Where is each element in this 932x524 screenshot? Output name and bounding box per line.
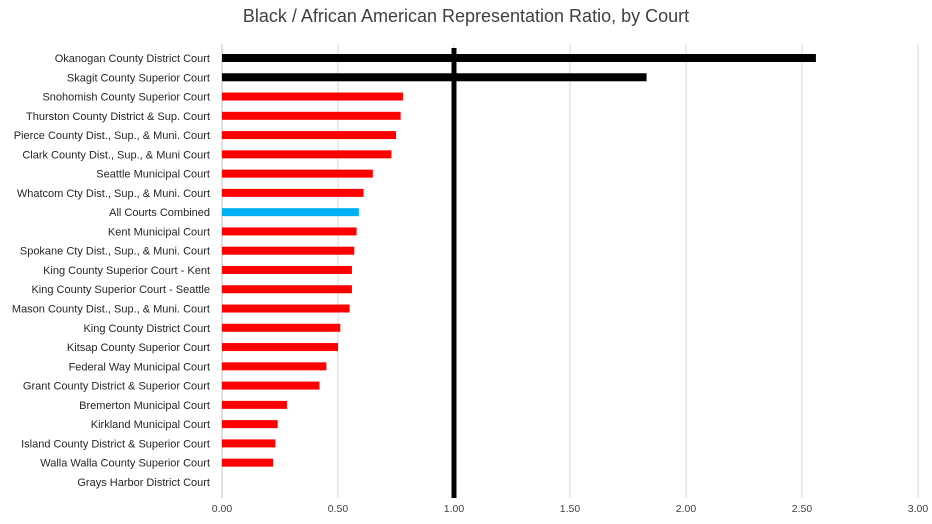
x-tick-label: 2.50 <box>792 503 813 515</box>
category-label: Grant County District & Superior Court <box>23 381 210 393</box>
x-tick-label: 0.00 <box>212 503 233 515</box>
bar <box>222 400 287 409</box>
bar <box>222 73 647 82</box>
category-label: Kent Municipal Court <box>108 226 210 238</box>
category-label: Seattle Municipal Court <box>96 169 210 181</box>
category-label: Kirkland Municipal Court <box>91 419 210 431</box>
x-tick-label: 1.50 <box>560 503 581 515</box>
x-tick-label: 3.00 <box>908 503 929 515</box>
bar <box>222 227 357 236</box>
category-label: Snohomish County Superior Court <box>42 92 210 104</box>
category-label: Walla Walla County Superior Court <box>40 458 210 470</box>
bar <box>222 439 276 448</box>
category-label: Whatcom Cty Dist., Sup., & Muni. Court <box>17 188 210 200</box>
bar <box>222 92 403 101</box>
category-label: Okanogan County District Court <box>55 53 210 65</box>
bar <box>222 323 341 332</box>
category-label: All Courts Combined <box>109 207 210 219</box>
bar <box>222 381 320 390</box>
bar <box>222 208 359 217</box>
category-label: Skagit County Superior Court <box>67 72 210 84</box>
bar <box>222 131 396 140</box>
bar <box>222 246 355 255</box>
category-label: Spokane Cty Dist., Sup., & Muni. Court <box>20 246 210 258</box>
bar <box>222 458 274 467</box>
bar <box>222 111 401 120</box>
category-label: Pierce County Dist., Sup., & Muni. Court <box>14 130 210 142</box>
category-label: King County Superior Court - Kent <box>43 265 210 277</box>
bar <box>222 265 352 274</box>
category-label: Bremerton Municipal Court <box>79 400 210 412</box>
category-label: King County District Court <box>83 323 210 335</box>
x-tick-label: 1.00 <box>444 503 465 515</box>
category-label: Grays Harbor District Court <box>77 477 210 489</box>
bar <box>222 362 327 371</box>
x-tick-label: 0.50 <box>328 503 349 515</box>
bar <box>222 285 352 294</box>
chart-title: Black / African American Representation … <box>242 6 690 26</box>
category-label: Thurston County District & Sup. Court <box>26 111 210 123</box>
category-label: Island County District & Superior Court <box>21 438 210 450</box>
bar <box>222 304 350 313</box>
category-label: Kitsap County Superior Court <box>67 342 210 354</box>
x-tick-label: 2.00 <box>676 503 697 515</box>
category-label: Clark County Dist., Sup., & Muni Court <box>22 149 210 161</box>
bar <box>222 150 392 159</box>
category-label: King County Superior Court - Seattle <box>31 284 210 296</box>
bar <box>222 54 816 62</box>
bar <box>222 420 278 429</box>
category-label: Federal Way Municipal Court <box>69 361 210 373</box>
bar <box>222 343 338 352</box>
category-label: Mason County Dist., Sup., & Muni. Court <box>12 304 210 316</box>
bar <box>222 188 364 197</box>
bar <box>222 169 373 178</box>
